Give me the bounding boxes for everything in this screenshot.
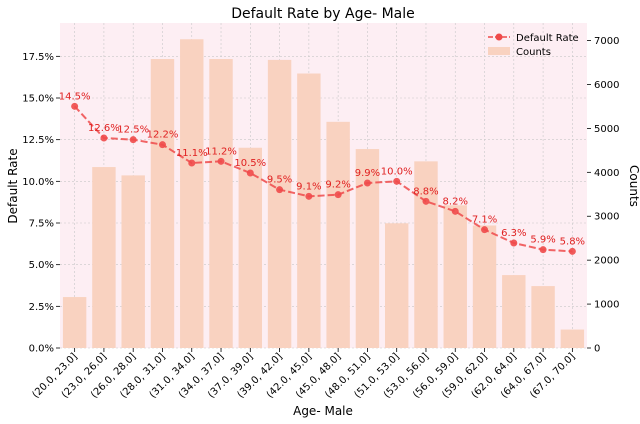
y-right-tick-label: 5000 — [594, 124, 619, 135]
default-rate-data-label: 9.5% — [267, 175, 292, 186]
y-left-tick-label: 10.0% — [22, 177, 54, 188]
count-bar — [414, 161, 438, 348]
default-rate-point — [568, 247, 576, 255]
default-rate-data-label: 8.8% — [413, 186, 438, 197]
y-right-tick-label: 3000 — [594, 212, 619, 223]
legend-bar-swatch — [488, 47, 510, 55]
default-rate-point — [129, 136, 137, 144]
y-left-tick-label: 5.0% — [29, 260, 54, 271]
count-bar — [443, 205, 467, 348]
count-bar — [62, 297, 87, 348]
default-rate-line — [73, 105, 573, 253]
default-rate-point — [510, 239, 518, 247]
default-rate-data-label: 7.1% — [472, 215, 497, 226]
y-right-tick-label: 0 — [594, 344, 600, 355]
plot-background — [60, 23, 587, 348]
count-bar — [531, 286, 555, 348]
default-rate-point — [188, 159, 196, 167]
default-rate-point — [363, 179, 371, 187]
count-bar — [150, 59, 175, 348]
y-left-tick-label: 12.5% — [22, 135, 54, 146]
default-rate-data-label: 14.5% — [59, 91, 91, 102]
default-rate-point — [305, 192, 313, 200]
y-left-tick-label: 17.5% — [22, 52, 54, 63]
default-rate-data-label: 8.2% — [443, 196, 468, 207]
default-rate-point — [158, 141, 166, 149]
y-axis-left-title: Default Rate — [6, 148, 20, 223]
line-series: 14.5% 12.6%12.5%12.2% 11.1%11.2%10.5%9.5% 9… — [59, 91, 585, 255]
default-rate-data-label: 10.0% — [381, 166, 413, 177]
default-rate-data-label: 11.2% — [205, 146, 237, 157]
default-rate-point — [246, 169, 254, 177]
default-rate-point — [71, 102, 79, 110]
count-bar — [267, 59, 292, 348]
count-bar — [297, 73, 321, 348]
legend-line-marker — [495, 33, 503, 41]
legend-label-counts: Counts — [516, 47, 551, 58]
default-rate-point — [481, 226, 489, 234]
default-rate-point — [100, 134, 108, 142]
default-rate-data-label: 12.5% — [117, 125, 149, 136]
default-rate-data-label: 9.1% — [296, 181, 321, 192]
bar-series — [62, 39, 585, 348]
y-right-tick-label: 7000 — [594, 36, 619, 47]
chart-title: Default Rate by Age- Male — [231, 6, 415, 22]
y-right-tick-label: 1000 — [594, 300, 619, 311]
y-right-tick-label: 6000 — [594, 80, 619, 91]
count-bar — [209, 59, 233, 348]
default-rate-point — [276, 186, 284, 194]
y-left-tick-label: 2.5% — [29, 302, 54, 313]
default-rate-data-label: 5.9% — [530, 235, 555, 246]
y-left-tick-label: 15.0% — [22, 94, 54, 105]
y-left-tick-label: 0.0% — [29, 344, 54, 355]
count-bar — [355, 149, 380, 348]
default-rate-point — [451, 207, 459, 215]
count-bar — [472, 225, 497, 348]
legend-label-default-rate: Default Rate — [516, 33, 579, 44]
y-right-tick-label: 2000 — [594, 256, 619, 267]
y-right-tick-label: 4000 — [594, 168, 619, 179]
legend: Default Rate Counts — [488, 33, 579, 58]
default-rate-point — [539, 246, 547, 254]
count-bar — [92, 167, 116, 348]
default-rate-data-label: 9.9% — [355, 168, 380, 179]
default-rate-data-label: 11.1% — [176, 148, 208, 159]
y-left-tick-label: 7.5% — [29, 219, 54, 230]
count-bar — [560, 329, 585, 348]
count-bar — [384, 223, 409, 348]
default-rate-point — [217, 157, 225, 165]
default-rate-point — [422, 197, 430, 205]
count-bar — [502, 275, 526, 348]
default-rate-data-label: 5.8% — [560, 236, 585, 247]
count-bar — [326, 121, 350, 348]
default-rate-point — [393, 177, 401, 185]
count-bar — [180, 39, 204, 348]
count-bar — [238, 147, 263, 348]
default-rate-data-label: 6.3% — [501, 228, 526, 239]
count-bar — [121, 175, 145, 348]
default-rate-data-label: 12.6% — [88, 123, 120, 134]
default-rate-data-label: 12.2% — [147, 130, 179, 141]
default-rate-data-label: 10.5% — [234, 158, 266, 169]
default-rate-point — [334, 191, 342, 199]
x-axis-title: Age- Male — [293, 404, 353, 418]
y-axis-right-title: Counts — [627, 165, 640, 207]
default-rate-data-label: 9.2% — [325, 180, 350, 191]
